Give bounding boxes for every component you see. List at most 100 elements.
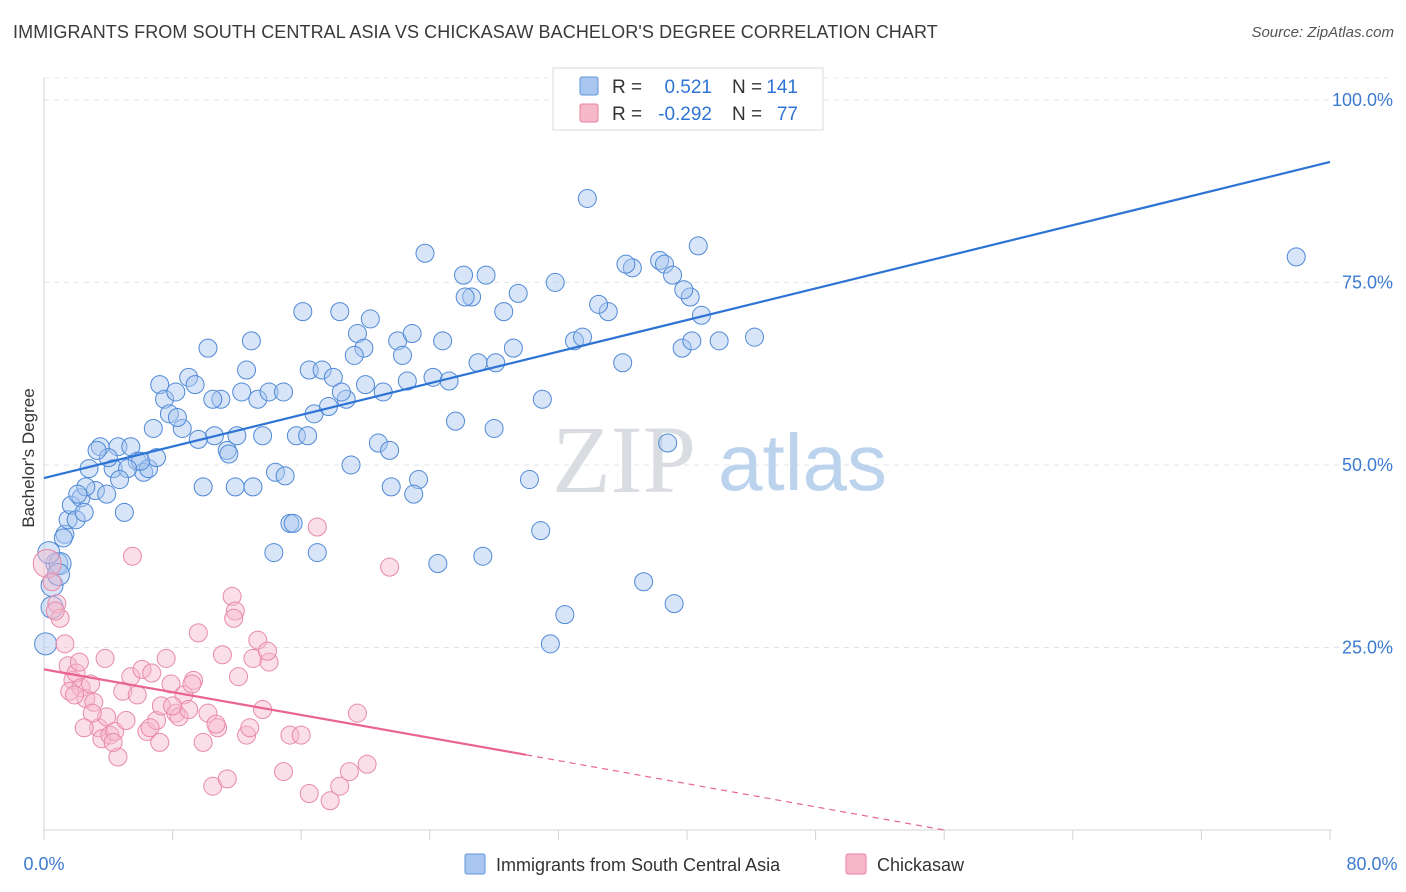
pink-point xyxy=(224,608,244,628)
blue-point xyxy=(53,528,73,548)
pink-point xyxy=(108,747,128,767)
source-label: Source: ZipAtlas.com xyxy=(1251,24,1394,41)
series-blue-points xyxy=(34,188,1306,656)
blue-point xyxy=(503,338,523,358)
pink-point xyxy=(55,634,75,654)
pink-point xyxy=(137,721,157,741)
stats-legend: R = 0.521 N = 141 R = -0.292 N = 77 xyxy=(552,67,824,131)
blue-point xyxy=(380,440,400,460)
legend-label-blue: Immigrants from South Central Asia xyxy=(496,855,781,875)
stats-n-value-blue: 141 xyxy=(766,77,798,98)
blue-point xyxy=(330,302,350,322)
blue-point xyxy=(616,254,636,274)
x-tick-label-min: 0.0% xyxy=(23,854,64,874)
pink-point xyxy=(122,546,142,566)
y-axis-label: Bachelor's Degree xyxy=(19,388,38,527)
blue-point xyxy=(674,280,694,300)
blue-point xyxy=(454,265,474,285)
blue-point xyxy=(446,411,466,431)
pink-point xyxy=(212,645,232,665)
blue-point xyxy=(66,510,86,530)
blue-point xyxy=(344,345,364,365)
blue-point xyxy=(508,283,528,303)
pink-point xyxy=(198,703,218,723)
blue-point xyxy=(143,418,163,438)
watermark: ZIP atlas xyxy=(552,406,887,513)
blue-point xyxy=(577,188,597,208)
pink-point xyxy=(339,762,359,782)
blue-point xyxy=(484,418,504,438)
blue-point xyxy=(462,287,482,307)
pink-point xyxy=(65,685,85,705)
blue-point xyxy=(219,444,239,464)
series-pink-points xyxy=(32,517,400,811)
pink-point xyxy=(132,659,152,679)
blue-point xyxy=(58,510,78,530)
stats-r-label-pink: R = xyxy=(612,104,642,125)
blue-point xyxy=(34,632,58,656)
blue-point xyxy=(87,440,107,460)
pink-point xyxy=(225,601,245,621)
blue-point xyxy=(293,302,313,322)
blue-point xyxy=(415,243,435,263)
blue-point xyxy=(243,477,263,497)
blue-point xyxy=(589,294,609,314)
blue-point xyxy=(622,258,642,278)
blue-point xyxy=(118,459,138,479)
blue-point xyxy=(745,327,765,347)
pink-point xyxy=(291,725,311,745)
pink-point xyxy=(103,732,123,752)
blue-point xyxy=(404,484,424,504)
pink-point xyxy=(330,776,350,796)
blue-point xyxy=(138,459,158,479)
blue-point xyxy=(193,477,213,497)
y-axis-tick-labels: 25.0% 50.0% 75.0% 100.0% xyxy=(1332,90,1393,658)
pink-point xyxy=(147,710,167,730)
pink-point xyxy=(32,549,62,579)
pink-point xyxy=(380,557,400,577)
pink-point xyxy=(307,517,327,537)
blue-point xyxy=(312,360,332,380)
blue-point xyxy=(663,265,683,285)
blue-point xyxy=(598,302,618,322)
blue-point xyxy=(110,470,130,490)
stats-n-label-pink: N = xyxy=(732,104,762,125)
stats-r-label-blue: R = xyxy=(612,77,642,98)
series-legend: Immigrants from South Central Asia Chick… xyxy=(464,853,965,875)
blue-point xyxy=(264,543,284,563)
pink-point xyxy=(163,696,183,716)
blue-point xyxy=(1286,247,1306,267)
stats-n-value-pink: 77 xyxy=(777,104,798,125)
blue-point xyxy=(392,345,412,365)
pink-point xyxy=(71,678,91,698)
blue-point xyxy=(654,254,674,274)
blue-point xyxy=(473,546,493,566)
blue-point xyxy=(232,382,252,402)
blue-point xyxy=(476,265,496,285)
legend-swatch-blue xyxy=(464,853,486,875)
blue-point xyxy=(298,426,318,446)
pink-point xyxy=(116,710,136,730)
pink-point xyxy=(142,663,162,683)
stats-legend-swatch-blue xyxy=(579,76,599,96)
blue-point xyxy=(709,331,729,351)
blue-point xyxy=(253,426,273,446)
blue-point xyxy=(672,338,692,358)
pink-point xyxy=(222,586,242,606)
pink-point xyxy=(42,572,62,592)
blue-point xyxy=(664,594,684,614)
blue-point xyxy=(658,433,678,453)
blue-point xyxy=(274,382,294,402)
stats-r-value-pink: -0.292 xyxy=(658,104,712,125)
pink-point xyxy=(182,674,202,694)
blue-point xyxy=(519,470,539,490)
pink-point xyxy=(188,623,208,643)
blue-point xyxy=(682,331,702,351)
blue-point xyxy=(167,407,187,427)
pink-point xyxy=(82,703,102,723)
blue-point xyxy=(323,367,343,387)
blue-point xyxy=(203,389,223,409)
stats-n-label-blue: N = xyxy=(732,77,762,98)
pink-point xyxy=(299,783,319,803)
